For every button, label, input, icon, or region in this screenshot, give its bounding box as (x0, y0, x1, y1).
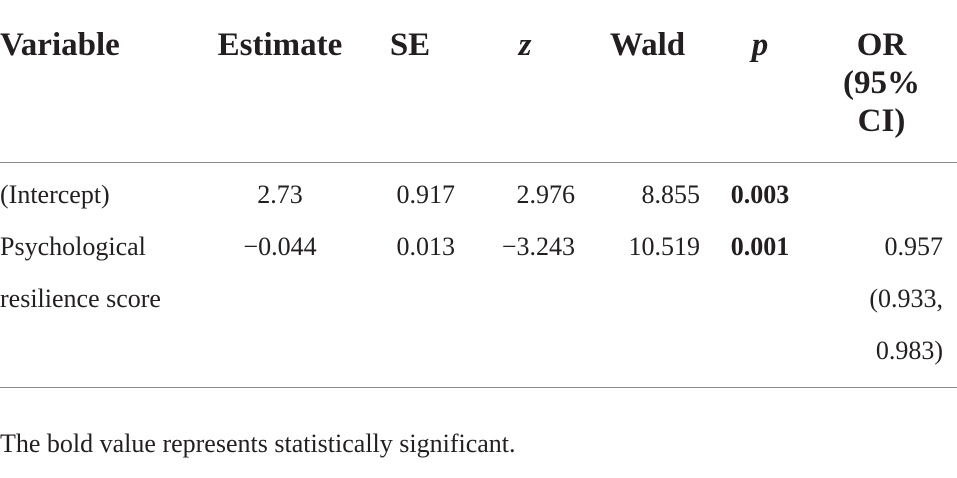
regression-table: Variable Estimate SE z Wald p OR (95% CI… (0, 0, 957, 388)
cell-variable-line-1: Psychological (0, 232, 146, 261)
header-p: p (710, 0, 810, 163)
header-or-line-3: CI) (857, 103, 906, 139)
cell-variable: (Intercept) (0, 163, 205, 222)
table-row-intercept: (Intercept) 2.73 0.917 2.976 8.855 0.003 (0, 163, 957, 222)
cell-p-significant: 0.003 (730, 180, 790, 209)
cell-or-ci (810, 163, 957, 222)
table-body: (Intercept) 2.73 0.917 2.976 8.855 0.003… (0, 163, 957, 388)
cell-wald: 8.855 (641, 180, 701, 209)
cell-estimate: −0.044 (205, 221, 355, 388)
header-z: z (465, 0, 585, 163)
header-variable: Variable (0, 0, 205, 163)
header-or-line-1: OR (856, 27, 907, 63)
header-estimate: Estimate (205, 0, 355, 163)
cell-variable: Psychological resilience score (0, 221, 205, 388)
header-wald: Wald (585, 0, 710, 163)
table-footnote: The bold value represents statistically … (0, 429, 516, 458)
cell-z: 2.976 (516, 180, 576, 209)
cell-se: 0.917 (396, 180, 456, 209)
table-header: Variable Estimate SE z Wald p OR (95% CI… (0, 0, 957, 163)
header-or-ci: OR (95% CI) (810, 0, 957, 163)
cell-or-line-3: 0.983) (875, 336, 943, 365)
header-or-line-2: (95% (843, 65, 920, 101)
cell-estimate: 2.73 (257, 180, 303, 209)
table-row-resilience: Psychological resilience score −0.044 0.… (0, 221, 957, 388)
cell-or-line-1: 0.957 (884, 232, 944, 261)
cell-variable-line-1: (Intercept) (0, 180, 110, 209)
cell-or-line-2: (0.933, (869, 284, 943, 313)
regression-table-container: Variable Estimate SE z Wald p OR (95% CI… (0, 0, 957, 388)
cell-or-ci: 0.957 (0.933, 0.983) (810, 221, 957, 388)
cell-wald: 10.519 (585, 221, 710, 388)
header-se: SE (355, 0, 465, 163)
cell-z: −3.243 (465, 221, 585, 388)
header-row: Variable Estimate SE z Wald p OR (95% CI… (0, 0, 957, 163)
cell-p-significant: 0.001 (710, 221, 810, 388)
cell-variable-line-2: resilience score (0, 284, 161, 313)
cell-se: 0.013 (355, 221, 465, 388)
